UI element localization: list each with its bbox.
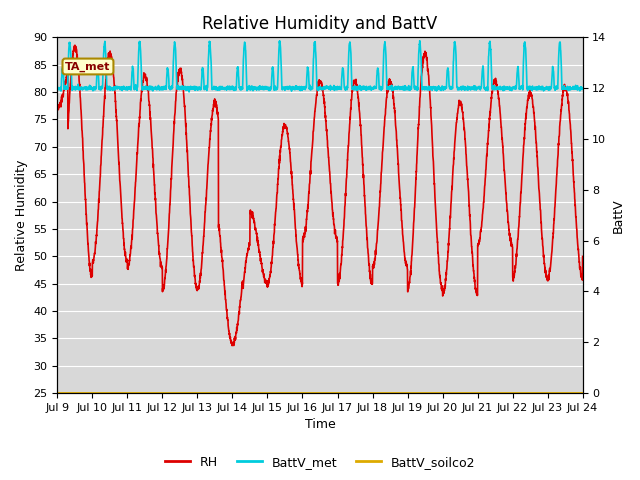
Text: TA_met: TA_met [65,61,111,72]
Y-axis label: Relative Humidity: Relative Humidity [15,159,28,271]
Legend: RH, BattV_met, BattV_soilco2: RH, BattV_met, BattV_soilco2 [159,451,481,474]
Y-axis label: BattV: BattV [612,198,625,232]
Title: Relative Humidity and BattV: Relative Humidity and BattV [202,15,438,33]
X-axis label: Time: Time [305,419,335,432]
